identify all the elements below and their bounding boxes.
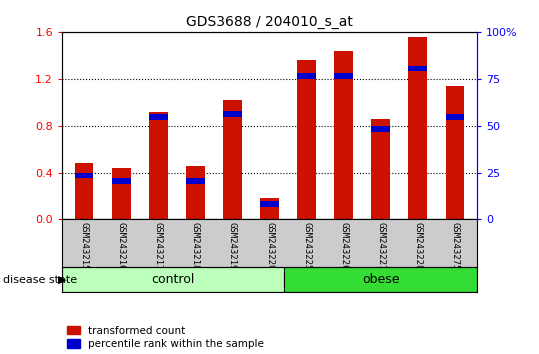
Bar [149, 112, 168, 219]
Legend: transformed count, percentile rank within the sample: transformed count, percentile rank withi… [67, 326, 264, 349]
Bar [112, 168, 130, 219]
Bar [298, 60, 316, 219]
Text: disease state: disease state [3, 275, 77, 285]
Bar [223, 100, 241, 219]
Bar [223, 111, 241, 116]
Text: control: control [151, 273, 195, 286]
Bar [260, 201, 279, 207]
Bar [371, 119, 390, 219]
Bar [298, 73, 316, 79]
Bar [186, 178, 205, 184]
Text: GSM243275: GSM243275 [450, 222, 459, 270]
Bar [112, 178, 130, 184]
Bar [409, 65, 427, 72]
Bar [409, 36, 427, 219]
Text: GSM243217: GSM243217 [154, 222, 163, 270]
Bar [149, 114, 168, 120]
Text: ▶: ▶ [58, 275, 66, 285]
Text: GSM243219: GSM243219 [228, 222, 237, 270]
Text: GSM243215: GSM243215 [80, 222, 89, 270]
Bar [75, 163, 93, 219]
Bar [334, 51, 353, 219]
Title: GDS3688 / 204010_s_at: GDS3688 / 204010_s_at [186, 16, 353, 29]
Bar [62, 267, 285, 292]
Bar [446, 86, 464, 219]
Text: GSM243225: GSM243225 [302, 222, 311, 270]
Bar [285, 267, 477, 292]
Bar [75, 172, 93, 178]
Bar [446, 114, 464, 120]
Text: GSM243226: GSM243226 [339, 222, 348, 270]
Text: GSM243216: GSM243216 [117, 222, 126, 270]
Text: GSM243220: GSM243220 [265, 222, 274, 270]
Text: GSM243218: GSM243218 [191, 222, 200, 270]
Bar [260, 198, 279, 219]
Text: GSM243228: GSM243228 [413, 222, 422, 270]
Text: GSM243227: GSM243227 [376, 222, 385, 270]
Bar [186, 166, 205, 219]
Bar [371, 126, 390, 132]
Text: obese: obese [362, 273, 399, 286]
Bar [334, 73, 353, 79]
